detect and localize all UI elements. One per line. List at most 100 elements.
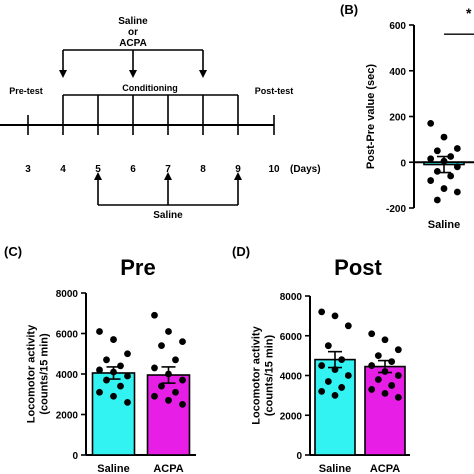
y-tick-label: -200 xyxy=(386,204,406,215)
data-point xyxy=(318,362,326,369)
data-point xyxy=(338,384,346,391)
day-label: 7 xyxy=(165,164,171,175)
timeline-top-label-1: Saline xyxy=(118,16,148,27)
panel-label: (B) xyxy=(340,2,358,17)
data-point xyxy=(433,196,441,204)
data-point xyxy=(453,188,461,196)
data-point xyxy=(158,342,165,350)
posttest-label: Post-test xyxy=(255,86,294,96)
data-point xyxy=(158,382,165,390)
data-point xyxy=(427,177,435,184)
data-point xyxy=(151,392,158,400)
data-point xyxy=(331,366,339,373)
data-point xyxy=(338,356,346,363)
data-point xyxy=(172,388,179,396)
arrow-up-icon xyxy=(164,172,172,180)
data-point xyxy=(179,400,186,408)
x-tick-label: ACPA xyxy=(370,463,400,474)
arrow-down-icon xyxy=(129,70,137,78)
significance-marker: * xyxy=(466,5,472,21)
data-point xyxy=(103,356,110,364)
chart-title: Post xyxy=(334,255,382,280)
bar xyxy=(364,365,406,456)
y-tick-label: 2000 xyxy=(280,411,303,422)
data-point xyxy=(447,153,455,160)
data-point xyxy=(324,378,332,385)
data-point xyxy=(96,388,103,396)
panel-label: (D) xyxy=(232,244,250,259)
data-point xyxy=(331,391,339,399)
data-point xyxy=(453,145,461,152)
y-tick-label: 0 xyxy=(400,158,406,169)
y-axis-label: Locomotor activity (counts/15 min) xyxy=(26,324,51,423)
data-point xyxy=(388,358,396,365)
data-point xyxy=(324,342,332,350)
data-point xyxy=(433,168,441,175)
panel-d-chart: (D) Post 0 2000 4000 6000 8000 Locomotor activi… xyxy=(232,244,410,474)
data-point xyxy=(381,389,389,397)
arrow-up-icon xyxy=(94,172,102,180)
day-label: 4 xyxy=(60,164,66,175)
data-point xyxy=(388,382,396,389)
y-tick-label: 600 xyxy=(389,21,406,32)
data-point xyxy=(381,368,389,375)
data-point xyxy=(394,393,402,401)
data-point xyxy=(374,352,382,360)
data-point xyxy=(117,362,124,370)
data-point xyxy=(165,370,172,378)
data-point xyxy=(344,322,352,330)
y-axis-label-line: (counts/15 min) xyxy=(264,335,276,417)
data-point xyxy=(103,376,110,384)
data-point xyxy=(165,396,172,404)
data-point xyxy=(440,133,448,141)
y-tick-label: 6000 xyxy=(280,332,303,343)
data-point xyxy=(96,366,103,374)
x-tick-label: Saline xyxy=(97,463,129,474)
y-tick-label: 8000 xyxy=(56,289,79,300)
panel-label: (C) xyxy=(4,244,22,259)
y-tick-label: 4000 xyxy=(280,372,303,383)
data-point xyxy=(179,338,186,345)
timeline-bottom-label: Saline xyxy=(153,210,183,221)
data-point xyxy=(165,328,172,335)
data-point xyxy=(151,311,158,319)
y-axis-label-line: Locomotor activity xyxy=(26,324,38,423)
data-point xyxy=(427,155,435,163)
arrow-down-icon xyxy=(199,70,207,78)
data-point xyxy=(394,346,402,354)
data-point xyxy=(394,372,402,379)
data-point xyxy=(124,398,131,406)
y-tick-label: 0 xyxy=(296,451,302,462)
data-point xyxy=(96,328,103,335)
arrow-up-icon xyxy=(234,172,242,180)
y-axis-label-line: (counts/15 min) xyxy=(39,333,51,415)
data-point xyxy=(179,376,186,384)
y-axis-label-line: Post-Pre value (sec) xyxy=(365,64,377,169)
data-point xyxy=(151,364,158,372)
y-axis-label: Post-Pre value (sec) xyxy=(365,64,377,169)
panel-b-chart: (B) -200 0 200 400 600 Post-Pre value (sec) Sal… xyxy=(340,2,474,231)
data-point xyxy=(368,362,376,369)
y-tick-label: 400 xyxy=(389,67,406,78)
x-tick-label: Saline xyxy=(428,219,460,231)
y-tick-label: 8000 xyxy=(280,292,303,303)
data-point xyxy=(433,147,441,155)
arrow-down-icon xyxy=(59,70,67,78)
data-point xyxy=(318,308,326,316)
data-point xyxy=(117,382,124,390)
data-point xyxy=(318,388,326,395)
y-tick-label: 4000 xyxy=(56,370,79,381)
data-point xyxy=(374,376,382,383)
data-point xyxy=(440,157,448,165)
conditioning-label: Conditioning xyxy=(122,83,177,93)
data-point xyxy=(453,163,461,171)
data-point xyxy=(124,372,131,380)
day-label: 3 xyxy=(25,164,31,175)
y-axis-label-line: Locomotor activity xyxy=(251,325,263,424)
data-point xyxy=(331,312,339,320)
bar xyxy=(91,372,136,456)
pretest-label: Pre-test xyxy=(9,86,43,96)
day-label: 5 xyxy=(95,164,101,175)
day-label: 6 xyxy=(130,164,136,175)
